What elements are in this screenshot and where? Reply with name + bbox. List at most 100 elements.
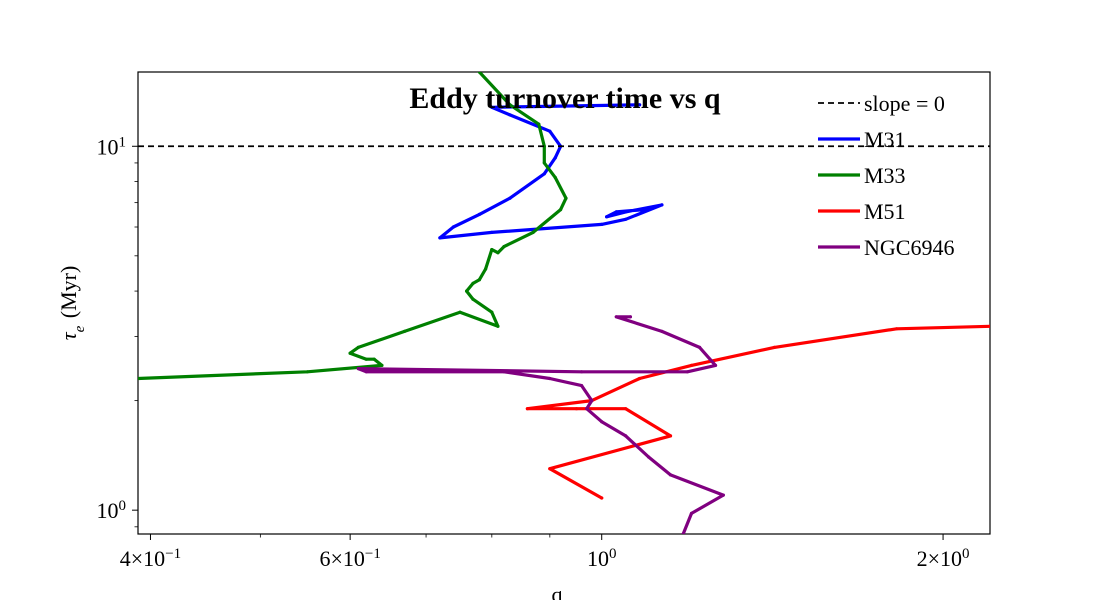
y-tick-labels: 100 101 — [97, 134, 127, 523]
legend-label: slope = 0 — [864, 91, 945, 116]
data-point-m33 — [496, 251, 500, 255]
data-point-m33 — [364, 357, 368, 361]
data-point-m51 — [525, 407, 530, 411]
series-m31 — [438, 103, 664, 240]
data-point-m33 — [490, 310, 494, 314]
data-point-m31 — [548, 129, 552, 133]
data-point-m31 — [614, 210, 618, 214]
legend: slope = 0 M31 M33 M51 NGC6946 — [818, 91, 954, 260]
data-point-m31 — [553, 156, 557, 160]
data-point-m51 — [772, 345, 777, 349]
data-point-m31 — [624, 210, 628, 214]
data-point-ngc6946 — [713, 363, 718, 367]
legend-item-ngc6946: NGC6946 — [818, 235, 954, 260]
data-point-m33 — [564, 196, 568, 200]
data-point-ngc6946 — [624, 434, 628, 438]
data-point-m33 — [477, 72, 481, 74]
data-point-m31 — [600, 222, 604, 226]
data-point-m33 — [471, 297, 475, 301]
data-point-ngc6946 — [502, 370, 506, 374]
data-point-m51 — [689, 363, 694, 367]
series-m51 — [525, 324, 990, 500]
data-point-m51 — [624, 407, 628, 411]
data-point-m51 — [548, 467, 552, 471]
y-tick-label: 100 — [97, 498, 127, 523]
data-point-m33 — [477, 278, 481, 282]
series-ngc6946 — [356, 315, 725, 534]
data-point-m33 — [531, 230, 535, 234]
data-point-m33 — [490, 248, 494, 252]
legend-label: M33 — [864, 163, 906, 188]
data-point-m33 — [402, 329, 407, 333]
data-point-m33 — [372, 357, 376, 361]
data-point-m31 — [508, 196, 512, 200]
data-point-ngc6946 — [628, 315, 633, 319]
series-m33 — [138, 72, 568, 381]
data-point-m51 — [638, 376, 642, 381]
data-point-m51 — [668, 434, 673, 438]
y-tick-label: 101 — [97, 134, 127, 159]
data-point-m33 — [496, 324, 500, 328]
data-point-ngc6946 — [689, 511, 694, 515]
x-tick-label: 4×10−1 — [120, 546, 181, 571]
x-axis-label: q — [552, 582, 563, 600]
data-point-ngc6946 — [585, 407, 589, 411]
data-point-m31 — [542, 172, 546, 176]
data-point-ngc6946 — [580, 370, 584, 374]
data-point-m33 — [348, 351, 352, 355]
minor-ticks — [134, 162, 551, 538]
data-point-ngc6946 — [548, 376, 552, 381]
legend-item-slope-0: slope = 0 — [818, 91, 945, 116]
legend-item-m51: M51 — [818, 199, 906, 224]
data-point-ngc6946 — [590, 399, 594, 403]
data-point-m31 — [605, 215, 609, 219]
data-point-ngc6946 — [647, 455, 651, 459]
legend-label: M51 — [864, 199, 906, 224]
plot-area-frame — [137, 71, 991, 535]
data-point-m33 — [484, 267, 488, 271]
data-point-m51 — [988, 324, 990, 328]
data-point-m51 — [600, 496, 604, 500]
data-point-ngc6946 — [580, 384, 584, 388]
data-point-m33 — [138, 376, 140, 381]
major-ticks — [132, 145, 944, 540]
y-axis-label: τe (Myr) — [56, 266, 88, 341]
data-point-m33 — [559, 208, 563, 212]
data-point-m31 — [638, 103, 642, 107]
data-point-m31 — [642, 208, 646, 212]
data-point-ngc6946 — [600, 420, 604, 424]
data-point-m31 — [477, 212, 481, 216]
data-point-ngc6946 — [614, 315, 618, 319]
data-point-m33 — [537, 122, 541, 126]
data-point-ngc6946 — [364, 370, 368, 374]
data-point-m33 — [502, 245, 506, 249]
data-point-m51 — [895, 327, 899, 331]
data-point-m33 — [465, 289, 469, 293]
x-tick-label: 2×100 — [917, 546, 970, 571]
x-tick-label: 100 — [587, 546, 617, 571]
data-point-ngc6946 — [698, 345, 702, 349]
data-point-ngc6946 — [685, 370, 690, 374]
data-point-m31 — [508, 113, 512, 117]
data-point-m31 — [490, 230, 494, 234]
data-point-m33 — [542, 161, 546, 165]
data-point-m31 — [451, 225, 455, 229]
data-point-m33 — [471, 281, 475, 285]
data-point-m31 — [490, 105, 494, 109]
data-point-ngc6946 — [721, 493, 725, 497]
data-point-m31 — [624, 217, 628, 221]
data-point-ngc6946 — [668, 473, 673, 477]
data-point-m33 — [508, 103, 512, 107]
series-line-m33 — [138, 72, 568, 381]
data-point-ngc6946 — [356, 367, 360, 371]
x-tick-labels: 4×10−1 6×10−1 100 2×100 — [120, 546, 970, 571]
data-point-ngc6946 — [681, 532, 685, 534]
legend-item-m33: M33 — [818, 163, 906, 188]
legend-item-m31: M31 — [818, 127, 906, 152]
legend-label: M31 — [864, 127, 906, 152]
data-point-m51 — [574, 407, 579, 411]
data-point-m31 — [438, 236, 442, 240]
chart-title: Eddy turnover time vs q — [409, 82, 720, 115]
data-point-m33 — [458, 310, 462, 314]
